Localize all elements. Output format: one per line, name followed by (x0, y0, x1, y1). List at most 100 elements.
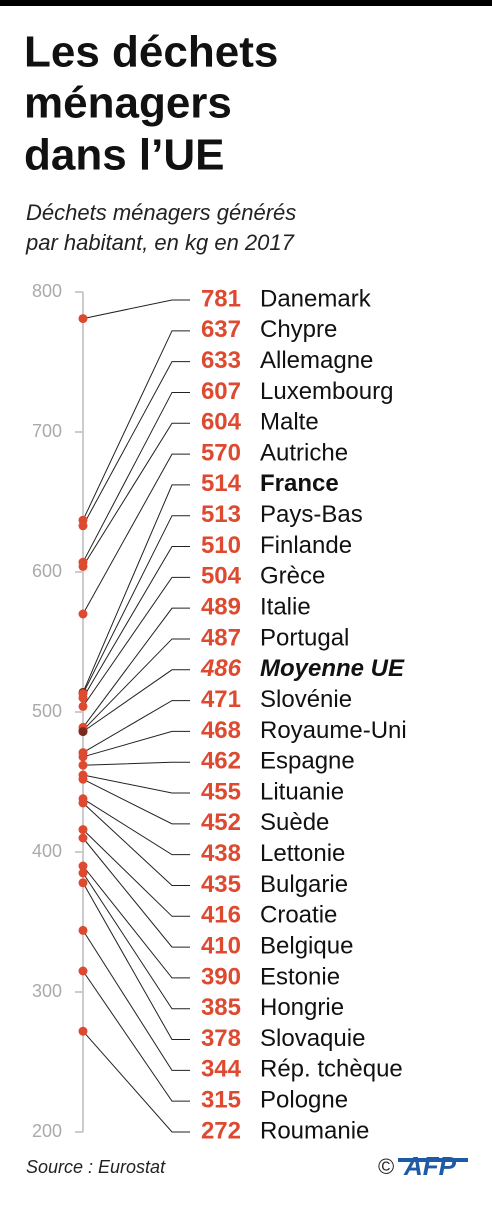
category-label: Belgique (260, 932, 353, 959)
connector (82, 391, 190, 563)
connector (82, 730, 190, 758)
category-label: Moyenne UE (260, 655, 405, 682)
value-label: 462 (201, 748, 241, 775)
value-label: 781 (201, 285, 241, 312)
connector (82, 330, 190, 521)
value-label: 435 (201, 871, 241, 898)
dot (78, 966, 88, 976)
connector (82, 361, 190, 527)
value-label: 272 (201, 1117, 241, 1144)
connector (82, 638, 190, 731)
category-label: Italie (260, 593, 311, 620)
value-label: 410 (201, 932, 241, 959)
value-label: 637 (201, 316, 241, 343)
dot (78, 701, 88, 711)
category-label: Pays-Bas (260, 501, 363, 528)
dot (78, 314, 88, 324)
connector (82, 774, 190, 794)
category-label: Croatie (260, 902, 337, 929)
dot (78, 861, 88, 871)
value-label: 468 (201, 717, 241, 744)
subtitle: par habitant, en kg en 2017 (25, 230, 295, 255)
connector (82, 829, 190, 917)
category-label: Slovénie (260, 686, 352, 713)
category-label: Hongrie (260, 994, 344, 1021)
connector (82, 576, 190, 707)
connector (82, 930, 190, 1071)
category-label: Rép. tchèque (260, 1056, 403, 1083)
category-label: Slovaquie (260, 1025, 365, 1052)
dot (78, 693, 88, 703)
value-label: 378 (201, 1025, 241, 1052)
category-label: Lituanie (260, 778, 344, 805)
value-label: 471 (201, 686, 241, 713)
dot (78, 760, 88, 770)
dot (78, 798, 88, 808)
y-tick-label: 800 (32, 281, 62, 301)
connector (82, 970, 190, 1102)
value-label: 390 (201, 963, 241, 990)
category-label: Malte (260, 409, 319, 436)
category-label: Roumanie (260, 1117, 369, 1144)
value-label: 487 (201, 624, 241, 651)
value-label: 344 (201, 1056, 242, 1083)
connector (82, 1030, 190, 1133)
connector (82, 546, 190, 699)
dot (78, 521, 88, 531)
dot (78, 561, 88, 571)
dot (78, 925, 88, 935)
dot (78, 825, 88, 835)
chart-title: Les déchets (24, 28, 278, 77)
logo-text: AFP (403, 1151, 457, 1181)
category-label: Suède (260, 809, 329, 836)
dot (78, 752, 88, 762)
chart-title: dans l’UE (24, 131, 225, 180)
value-label: 510 (201, 532, 241, 559)
dot (78, 609, 88, 619)
category-label: Royaume-Uni (260, 717, 407, 744)
value-label: 514 (201, 470, 242, 497)
connector (82, 761, 190, 766)
value-label: 486 (200, 655, 242, 682)
connector (82, 515, 190, 695)
category-label: Chypre (260, 316, 337, 343)
value-label: 570 (201, 439, 241, 466)
dot (78, 878, 88, 888)
y-tick-label: 200 (32, 1121, 62, 1141)
y-tick-label: 600 (32, 561, 62, 581)
y-tick-label: 300 (32, 981, 62, 1001)
connector (82, 802, 190, 886)
category-label: Allemagne (260, 347, 373, 374)
connector (82, 798, 190, 856)
connector (82, 882, 190, 1041)
value-label: 315 (201, 1087, 241, 1114)
connector (82, 453, 190, 615)
connector (82, 837, 190, 948)
connector (82, 865, 190, 979)
category-label: Portugal (260, 624, 349, 651)
value-label: 489 (201, 593, 241, 620)
value-label: 452 (201, 809, 241, 836)
category-label: Autriche (260, 439, 348, 466)
connector (82, 872, 190, 1010)
dot (78, 1026, 88, 1036)
value-label: 604 (201, 409, 242, 436)
credit: © (378, 1154, 394, 1179)
connector (82, 299, 190, 320)
dot (78, 727, 88, 737)
category-label: Estonie (260, 963, 340, 990)
subtitle: Déchets ménagers générés (26, 200, 296, 225)
y-tick-label: 400 (32, 841, 62, 861)
category-label: Lettonie (260, 840, 345, 867)
y-tick-label: 700 (32, 421, 62, 441)
connector (82, 669, 190, 733)
y-tick-label: 500 (32, 701, 62, 721)
category-label: France (260, 470, 339, 497)
category-label: Pologne (260, 1087, 348, 1114)
logo-stripe (398, 1158, 468, 1162)
category-label: Espagne (260, 748, 355, 775)
value-label: 633 (201, 347, 241, 374)
logo: AFP (398, 1151, 468, 1181)
value-label: 416 (201, 902, 241, 929)
